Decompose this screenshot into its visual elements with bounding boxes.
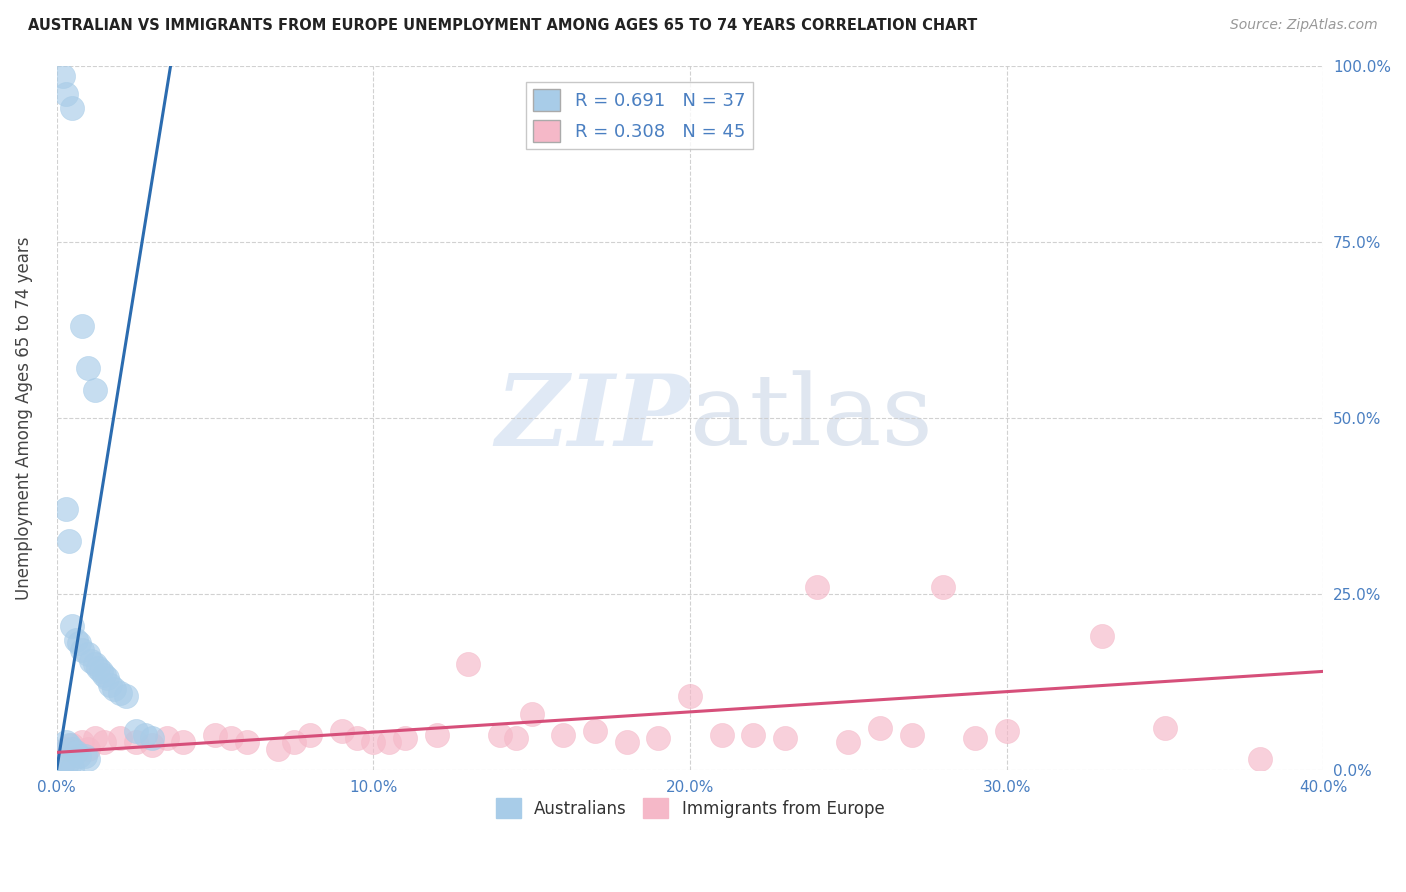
Point [90,665,112,679]
Point [378,735,401,749]
Point [70,643,93,657]
Point [1249,752,1271,766]
Point [806,580,828,594]
Point [83,383,105,397]
Point [837,735,859,749]
Point [93,735,115,749]
Point [1154,721,1177,735]
Point [67,748,90,763]
Point [62,618,84,632]
Point [457,657,479,672]
Point [83,657,105,672]
Point [394,731,416,746]
Point [65,745,87,759]
Point [67,636,90,650]
Point [108,731,131,746]
Point [283,735,305,749]
Point [505,731,527,746]
Point [346,731,368,746]
Point [742,728,765,742]
Point [125,735,148,749]
Point [96,672,118,686]
Point [172,735,194,749]
Y-axis label: Unemployment Among Ages 65 to 74 years: Unemployment Among Ages 65 to 74 years [15,236,32,599]
Point [83,731,105,746]
Point [141,739,163,753]
Point [62,761,84,775]
Point [62,101,84,115]
Point [616,735,638,749]
Point [932,580,955,594]
Point [75,748,97,763]
Point [219,731,242,746]
Point [995,724,1018,739]
Point [93,668,115,682]
Point [869,721,891,735]
Point [679,689,702,703]
Point [553,728,575,742]
Point [156,731,179,746]
Point [55,742,77,756]
Point [963,731,986,746]
Point [583,724,606,739]
Point [70,735,93,749]
Point [103,681,125,696]
Text: Source: ZipAtlas.com: Source: ZipAtlas.com [1230,18,1378,32]
Point [773,731,796,746]
Point [1091,629,1114,643]
Point [77,742,100,756]
Point [647,731,669,746]
Text: ZIP: ZIP [495,369,690,466]
Point [204,728,226,742]
Point [70,319,93,334]
Point [330,724,353,739]
Point [80,654,103,668]
Point [58,739,80,753]
Point [235,735,257,749]
Point [125,724,148,739]
Point [55,87,77,101]
Point [55,759,77,773]
Text: AUSTRALIAN VS IMMIGRANTS FROM EUROPE UNEMPLOYMENT AMONG AGES 65 TO 74 YEARS CORR: AUSTRALIAN VS IMMIGRANTS FROM EUROPE UNE… [28,18,977,33]
Point [108,685,131,699]
Point [710,728,733,742]
Point [520,706,543,721]
Point [55,735,77,749]
Point [62,742,84,756]
Point [115,689,138,703]
Point [361,735,384,749]
Point [100,678,122,692]
Text: atlas: atlas [690,370,932,466]
Point [77,752,100,766]
Point [141,731,163,746]
Point [900,728,922,742]
Point [55,502,77,516]
Point [58,534,80,549]
Point [267,742,290,756]
Point [134,728,156,742]
Point [426,728,449,742]
Point [77,361,100,376]
Point [298,728,321,742]
Legend: Australians, Immigrants from Europe: Australians, Immigrants from Europe [489,791,891,825]
Point [65,632,87,647]
Point [87,661,110,675]
Point [58,759,80,773]
Point [77,647,100,661]
Point [489,728,512,742]
Point [52,69,75,83]
Point [52,756,75,770]
Point [62,739,84,753]
